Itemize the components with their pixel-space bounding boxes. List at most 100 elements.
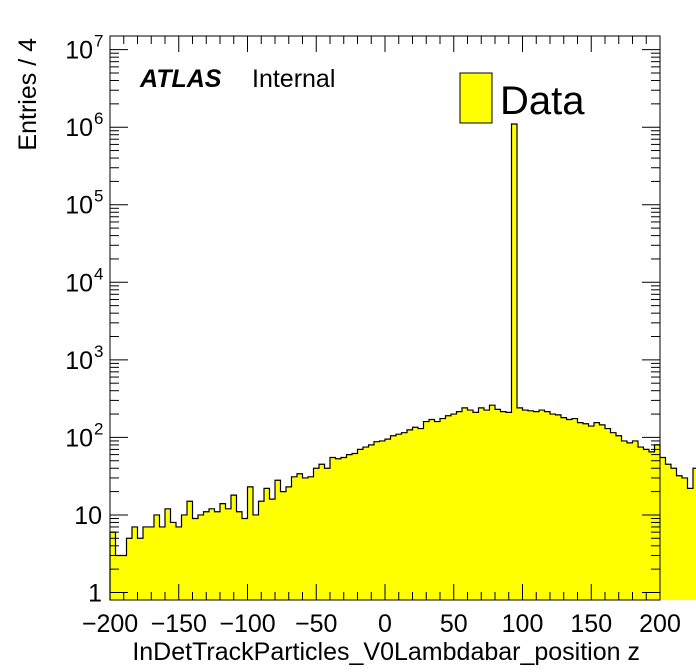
histogram-bin	[649, 451, 655, 600]
histogram-bin	[247, 486, 253, 600]
histogram-bin	[115, 555, 121, 600]
histogram-bin	[374, 441, 380, 600]
histogram-bin	[335, 458, 341, 600]
histogram-bin	[225, 508, 231, 600]
histogram-bin	[533, 411, 539, 600]
histogram-bin	[550, 414, 556, 600]
histogram-bin	[605, 428, 611, 600]
y-tick-exponent: 4	[94, 264, 103, 283]
histogram-bin	[682, 477, 688, 600]
x-axis-label: InDetTrackParticles_V0Lambdabar_position…	[132, 638, 640, 666]
histogram-bin	[297, 473, 303, 600]
histogram-bin	[187, 501, 193, 600]
histogram-bin	[599, 424, 605, 600]
y-tick-label: 1	[88, 579, 102, 607]
histogram-bin	[632, 440, 638, 600]
y-tick-label: 10	[65, 114, 93, 142]
histogram-bin	[170, 522, 176, 600]
histogram-bin	[693, 468, 696, 600]
y-tick-label: 10	[65, 347, 93, 375]
histogram-bin	[687, 488, 693, 600]
histogram-bin	[176, 526, 182, 600]
y-tick-label: 10	[74, 502, 102, 530]
y-tick-label: 10	[65, 269, 93, 297]
histogram-bin	[594, 422, 600, 600]
histogram-bin	[456, 411, 462, 600]
y-axis-ticks	[110, 49, 660, 593]
histogram-bin	[451, 414, 457, 600]
histogram-bin	[165, 508, 171, 600]
histogram-bin	[137, 538, 143, 600]
histogram-bin	[440, 418, 446, 600]
histogram-bars	[109, 123, 696, 601]
histogram-bin	[379, 440, 385, 600]
y-tick-exponent: 2	[94, 419, 103, 438]
histogram-bin	[357, 449, 363, 600]
histogram-bin	[143, 526, 149, 600]
x-tick-label: 0	[378, 610, 392, 638]
histogram-bin	[269, 499, 275, 600]
histogram-bin	[132, 526, 138, 600]
histogram-bin	[506, 412, 512, 600]
histogram-bin	[231, 495, 237, 600]
histogram-bin	[429, 419, 435, 600]
histogram-bin	[588, 426, 594, 600]
histogram-bin	[313, 468, 319, 600]
histogram-bin	[638, 447, 644, 600]
histogram-bin	[352, 453, 358, 600]
histogram-bin	[214, 511, 220, 600]
histogram-bin	[528, 410, 534, 600]
x-tick-label: 100	[502, 610, 544, 638]
histogram-bin	[203, 511, 209, 600]
histogram-bin	[577, 422, 583, 600]
histogram-bin	[517, 407, 523, 600]
histogram-bin	[264, 488, 270, 600]
histogram-bin	[583, 423, 589, 600]
histogram-bin	[275, 480, 281, 600]
histogram-bin	[390, 435, 396, 600]
histogram-bin	[110, 532, 116, 600]
x-tick-label: −50	[295, 610, 337, 638]
histogram-bin	[671, 468, 677, 600]
y-tick-label: 10	[65, 37, 93, 65]
histogram-bin	[330, 457, 336, 600]
histogram-bin	[555, 414, 561, 600]
y-tick-exponent: 3	[94, 342, 103, 361]
histogram-bin	[643, 449, 649, 600]
histogram-bin	[434, 421, 440, 600]
histogram-bin	[484, 410, 490, 600]
internal-label: Internal	[252, 65, 335, 93]
histogram-bin	[286, 486, 292, 600]
histogram-bin	[198, 514, 204, 600]
histogram-bin	[121, 555, 127, 600]
histogram-bin	[258, 501, 264, 600]
x-tick-label: −150	[151, 610, 207, 638]
histogram-bin	[544, 411, 550, 600]
histogram-bin	[324, 468, 330, 600]
legend-label: Data	[500, 79, 585, 123]
histogram-bin	[368, 444, 374, 600]
histogram-bin	[385, 439, 391, 600]
histogram-bin	[473, 412, 479, 600]
legend-swatch	[459, 72, 493, 124]
x-tick-label: 200	[639, 610, 681, 638]
histogram-bin	[489, 405, 495, 600]
histogram-bin	[148, 526, 154, 600]
atlas-label: ATLAS	[139, 65, 222, 93]
histogram-bin	[621, 440, 627, 600]
histogram-outline	[109, 123, 696, 600]
histogram-bin	[660, 457, 666, 600]
histogram-bin	[423, 421, 429, 600]
histogram-bin	[412, 427, 418, 600]
histogram-bin	[616, 435, 622, 600]
y-tick-label: 10	[65, 192, 93, 220]
histogram-bin	[302, 477, 308, 600]
histogram-bin	[539, 410, 545, 600]
y-tick-exponent: 5	[94, 187, 103, 206]
y-tick-exponent: 6	[94, 109, 103, 128]
histogram-bin	[407, 429, 413, 600]
histogram-bin	[126, 538, 132, 600]
histogram-bin	[418, 428, 424, 600]
